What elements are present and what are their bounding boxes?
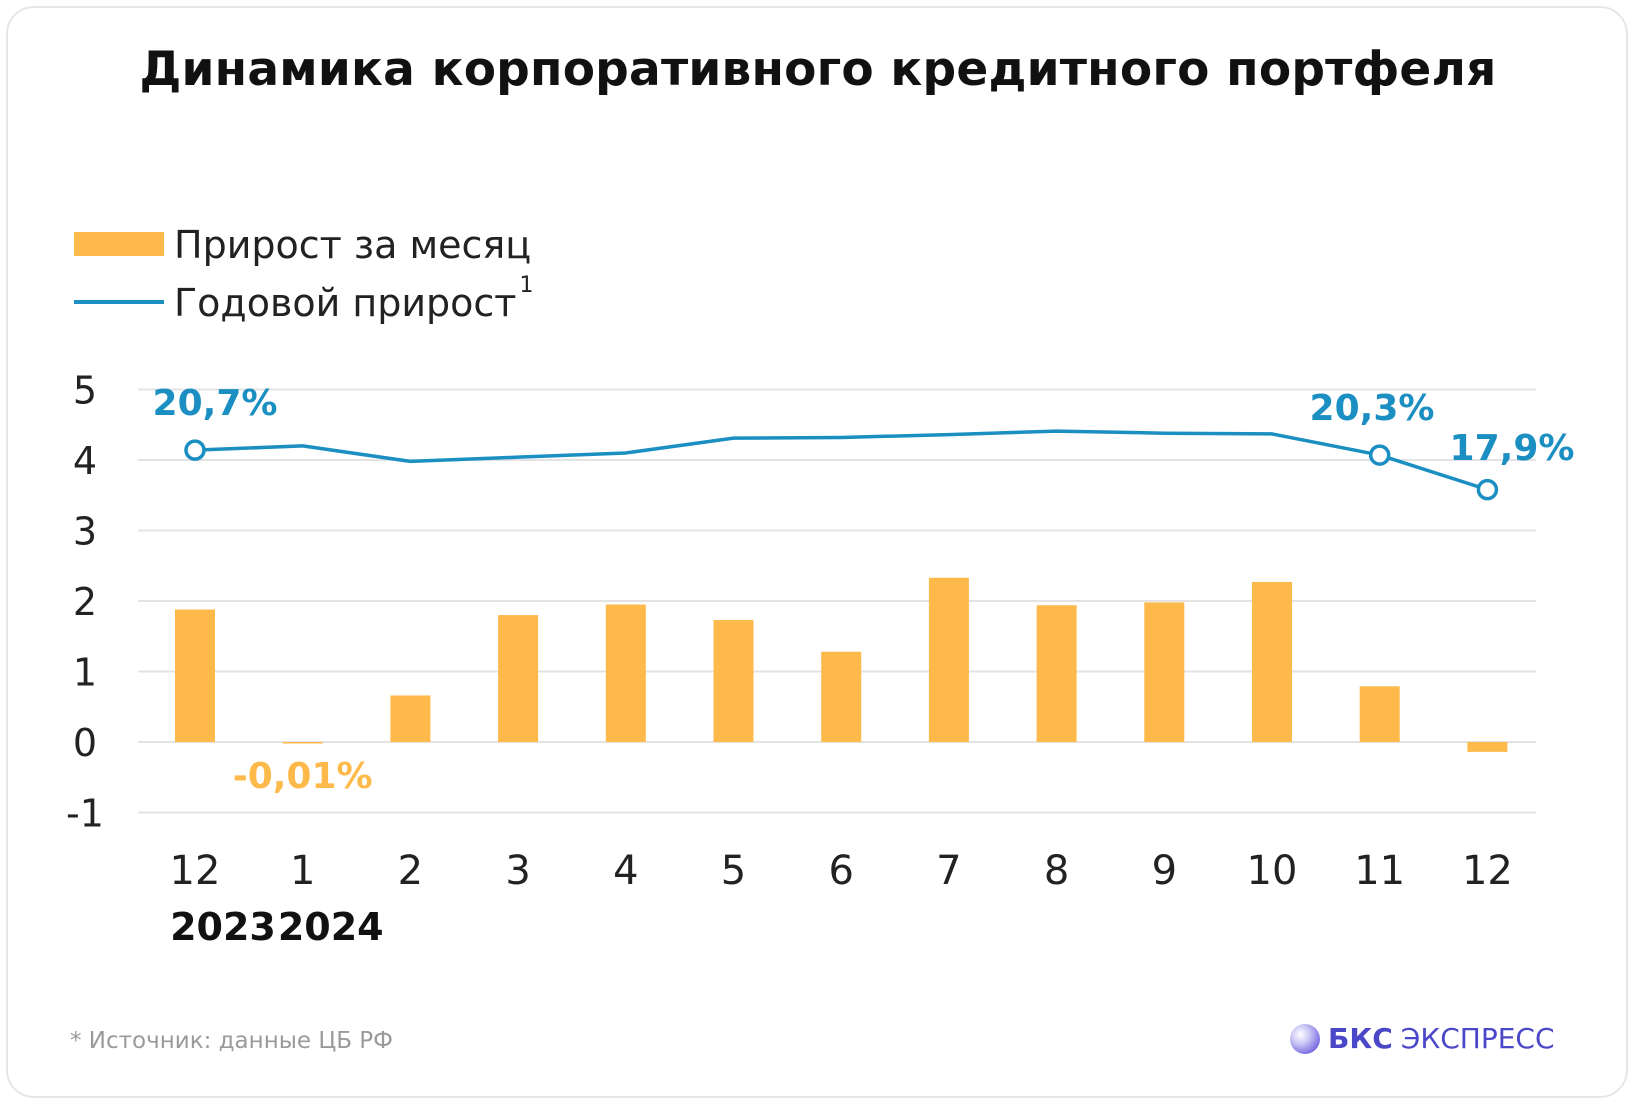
bar (498, 615, 539, 742)
chart-title: Динамика корпоративного кредитного портф… (139, 42, 1497, 97)
x-tick-label: 12 (1462, 848, 1513, 894)
bar-data-label: -0,01% (233, 756, 373, 797)
x-tick-label: 2 (398, 848, 423, 894)
bar (282, 742, 323, 744)
annual-growth-line (194, 429, 1488, 492)
legend-label-monthly: Прирост за месяц (174, 223, 531, 267)
bar (1359, 686, 1400, 742)
legend: Прирост за месяц Годовой прирост 1 (74, 223, 533, 325)
brand-name-rest: ЭКСПРЕСС (1400, 1022, 1555, 1055)
brand-name-strong: БКС (1328, 1022, 1393, 1055)
bar (821, 651, 862, 742)
year-label: 2024 (278, 905, 384, 949)
bcs-sphere-icon (1290, 1023, 1320, 1054)
y-tick-label: 3 (73, 510, 97, 554)
x-tick-label: 1 (290, 848, 315, 894)
x-tick-label: 4 (613, 848, 638, 894)
bar (928, 577, 969, 742)
y-tick-label: 5 (73, 369, 97, 413)
line-point-marker (184, 439, 206, 461)
line-data-label: 20,3% (1310, 388, 1435, 429)
source-footnote: * Источник: данные ЦБ РФ (70, 1028, 393, 1054)
y-tick-label: -1 (66, 792, 104, 836)
bar (175, 609, 215, 742)
legend-superscript: 1 (519, 273, 533, 298)
line-layer (184, 429, 1499, 501)
bar (713, 620, 754, 742)
x-tick-label: 7 (936, 848, 961, 894)
legend-bar-swatch (74, 232, 164, 256)
bar (1144, 602, 1185, 742)
x-tick-label: 11 (1354, 848, 1405, 894)
y-tick-label: 4 (73, 439, 97, 483)
y-tick-label: 1 (73, 651, 97, 695)
bar (1467, 742, 1508, 752)
bar (1252, 581, 1292, 742)
x-tick-label: 8 (1044, 848, 1069, 894)
bar (390, 695, 431, 742)
y-tick-label: 0 (73, 721, 97, 765)
y-tick-label: 2 (73, 580, 97, 624)
line-point-marker (1476, 478, 1499, 501)
bar (605, 604, 646, 742)
line-data-label: 20,7% (153, 383, 278, 424)
x-tick-label: 10 (1247, 848, 1298, 894)
x-tick-label: 12 (170, 848, 221, 894)
x-tick-label: 9 (1152, 848, 1177, 894)
line-data-label: 17,9% (1450, 428, 1575, 469)
x-tick-label: 3 (505, 848, 530, 894)
x-tick-label: 6 (828, 848, 853, 894)
brand-logo: БКС ЭКСПРЕСС (1290, 1022, 1555, 1055)
year-label: 2023 (170, 905, 276, 949)
label-layer: -0,01% 20,7% 20,3% 17,9% (153, 383, 1575, 797)
bar-layer (175, 577, 1508, 752)
chart-card (6, 6, 1628, 1098)
line-point-marker (1368, 444, 1391, 466)
x-tick-label: 5 (721, 848, 746, 894)
legend-label-annual: Годовой прирост (174, 281, 516, 325)
bar (1036, 605, 1077, 742)
